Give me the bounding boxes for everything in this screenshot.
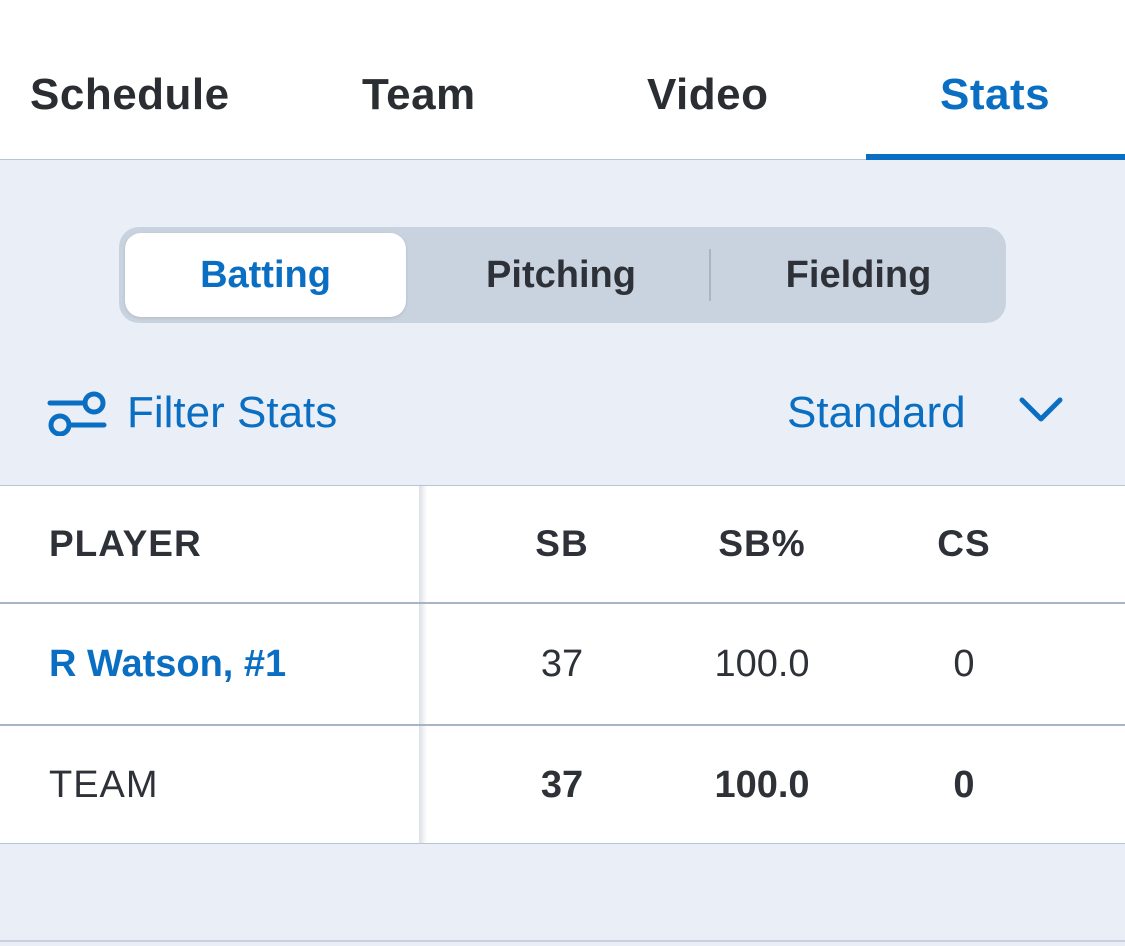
stats-table: PLAYER SB SB% CS R Watson, #1 37 100.0 0… (0, 485, 1125, 844)
active-tab-indicator (866, 154, 1125, 160)
table-header-row: PLAYER SB SB% CS (0, 486, 1125, 604)
tab-schedule[interactable]: Schedule (30, 70, 230, 119)
column-header-sb-percent[interactable]: SB% (718, 523, 806, 564)
column-header-player[interactable]: PLAYER (49, 523, 202, 564)
segment-fielding[interactable]: Fielding (785, 253, 932, 296)
segment-divider (709, 249, 711, 301)
bottom-divider (0, 940, 1125, 942)
cell-sb-percent: 100.0 (714, 642, 810, 685)
filter-sliders-icon[interactable] (46, 388, 110, 436)
table-row: R Watson, #1 37 100.0 0 (0, 604, 1125, 726)
tab-team[interactable]: Team (362, 70, 476, 119)
chevron-down-icon[interactable] (1016, 392, 1066, 428)
column-header-sb[interactable]: SB (535, 523, 589, 564)
cell-sb: 37 (540, 642, 584, 685)
team-cell-sb: 37 (540, 763, 584, 806)
column-header-cs[interactable]: CS (937, 523, 991, 564)
filter-row: Filter Stats Standard (0, 380, 1125, 444)
segment-batting[interactable]: Batting (125, 233, 406, 317)
cell-cs: 0 (953, 642, 975, 685)
team-total-row: TEAM 37 100.0 0 (0, 726, 1125, 844)
team-cell-sb-percent: 100.0 (714, 763, 810, 806)
stat-category-segmented-control: Batting Pitching Fielding (119, 227, 1006, 323)
segment-pitching[interactable]: Pitching (486, 253, 636, 296)
sticky-column-shadow (419, 486, 427, 843)
team-cell-cs: 0 (953, 763, 975, 806)
tab-video[interactable]: Video (647, 70, 769, 119)
tab-stats[interactable]: Stats (940, 70, 1051, 119)
top-tab-bar: Schedule Team Video Stats (0, 0, 1125, 160)
stat-view-select[interactable]: Standard (787, 388, 966, 437)
filter-stats-button[interactable]: Filter Stats (127, 388, 338, 437)
player-name-link[interactable]: R Watson, #1 (49, 642, 287, 685)
team-total-label: TEAM (49, 763, 159, 806)
